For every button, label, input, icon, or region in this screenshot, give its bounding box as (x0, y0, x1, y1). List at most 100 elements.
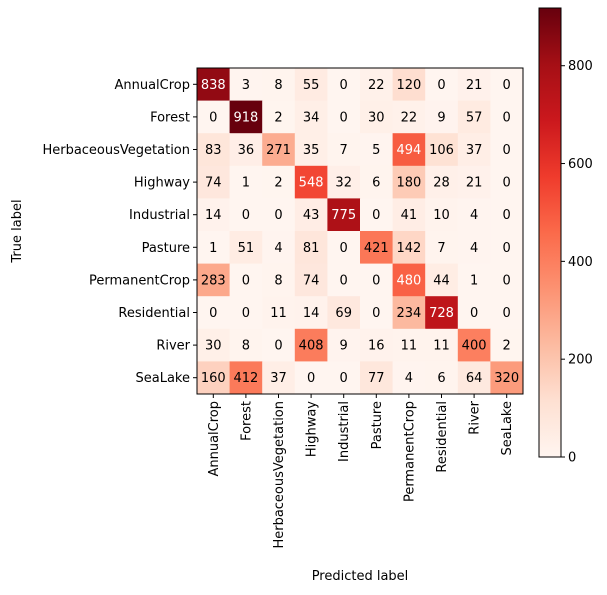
heatmap-cell (392, 361, 426, 395)
heatmap-cell (425, 133, 459, 167)
cell-value-label: 34 (303, 110, 320, 125)
colorbar-tick-label: 0 (568, 451, 576, 466)
colorbar-ticks: 0 200 400 600 800 (561, 59, 593, 466)
cell-value-label: 548 (299, 176, 324, 191)
cell-value-label: 0 (242, 306, 250, 321)
cell-value-label: 0 (274, 208, 282, 223)
x-tick-label: Forest (239, 401, 254, 441)
x-tick-label: AnnualCrop (207, 401, 222, 477)
heatmap-cell (294, 361, 328, 395)
heatmap-cell (490, 68, 524, 102)
heatmap-cell (294, 328, 328, 362)
heatmap-cell (262, 68, 296, 102)
x-tick-label: HerbaceousVegetation (272, 401, 287, 549)
cell-value-label: 0 (503, 176, 511, 191)
cell-value-label: 283 (201, 273, 226, 288)
heatmap-cell (425, 361, 459, 395)
heatmap-cell (229, 165, 263, 199)
heatmap-cell (360, 133, 394, 167)
heatmap-cell (457, 231, 491, 265)
cell-value-label: 0 (307, 371, 315, 386)
heatmap-cell (457, 361, 491, 395)
heatmap-cell (457, 296, 491, 330)
y-axis-label: True label (10, 199, 25, 263)
cell-value-label: 55 (303, 78, 320, 93)
cell-value-label: 320 (494, 371, 519, 386)
heatmap-cell (457, 100, 491, 134)
cell-value-label: 69 (335, 306, 352, 321)
heatmap-cell (360, 100, 394, 134)
cell-value-label: 142 (396, 241, 421, 256)
cell-value-label: 77 (368, 371, 385, 386)
cell-value-label: 9 (340, 339, 348, 354)
heatmap-cell (197, 296, 231, 330)
cell-value-label: 120 (396, 78, 421, 93)
cell-value-label: 8 (274, 273, 282, 288)
cell-value-label: 8 (242, 339, 250, 354)
cell-value-label: 412 (233, 371, 258, 386)
heatmap-cell (490, 198, 524, 232)
x-axis-label: Predicted label (312, 569, 409, 584)
plot-frame (196, 67, 524, 395)
cell-value-label: 838 (201, 78, 226, 93)
cell-value-label: 1 (209, 241, 217, 256)
cell-value-label: 0 (209, 110, 217, 125)
cell-value-label: 21 (466, 176, 483, 191)
heatmap-cell (457, 133, 491, 167)
heatmap-cell (294, 296, 328, 330)
heatmap-cell (197, 328, 231, 362)
heatmap-cell (294, 165, 328, 199)
cell-value-label: 0 (437, 78, 445, 93)
heatmap-cell (262, 361, 296, 395)
y-axis-ticks: AnnualCrop Forest HerbaceousVegetation High… (42, 78, 197, 386)
heatmap-cell (294, 68, 328, 102)
cell-value-label: 74 (303, 273, 320, 288)
heatmap-cell (229, 328, 263, 362)
cell-value-label: 22 (368, 78, 385, 93)
y-tick-label: PermanentCrop (89, 273, 190, 288)
x-tick-label: Highway (305, 401, 320, 457)
cell-value-label: 0 (340, 371, 348, 386)
heatmap-cell (360, 296, 394, 330)
cell-value-label: 64 (466, 371, 483, 386)
heatmap-cell (262, 198, 296, 232)
cell-value-label: 0 (274, 339, 282, 354)
colorbar: 0 200 400 600 800 (538, 7, 593, 466)
heatmap-cell (229, 133, 263, 167)
cell-value-label: 0 (503, 143, 511, 158)
heatmap-cell (262, 231, 296, 265)
heatmap-cell (392, 263, 426, 297)
x-axis-ticks: AnnualCrop Forest HerbaceousVegetation High… (207, 394, 515, 549)
cell-value-label: 11 (401, 339, 418, 354)
cell-value-label: 0 (503, 208, 511, 223)
heatmap-cell (294, 198, 328, 232)
y-tick-label: Industrial (129, 208, 190, 223)
heatmap-cell (360, 68, 394, 102)
heatmap-cell (327, 263, 361, 297)
heatmap-cell (457, 165, 491, 199)
cell-value-label: 3 (242, 78, 250, 93)
heatmap-cell (392, 328, 426, 362)
heatmap-cell (262, 328, 296, 362)
cell-value-label: 0 (503, 110, 511, 125)
heatmap-cell (229, 361, 263, 395)
cell-value-label: 14 (205, 208, 222, 223)
cell-value-label: 22 (401, 110, 418, 125)
heatmap-cell (360, 328, 394, 362)
cell-value-label: 28 (433, 176, 450, 191)
heatmap-cell (262, 296, 296, 330)
cell-value-label: 4 (274, 241, 282, 256)
heatmap-cell (197, 361, 231, 395)
heatmap-cell (425, 328, 459, 362)
heatmap-cell (197, 198, 231, 232)
cell-value-label: 7 (340, 143, 348, 158)
heatmap-cell (425, 296, 459, 330)
heatmap-cell-labels: 838 3 8 55 0 22 120 0 21 00 918 2 34 0 30 22 9 57 083 36 271… (201, 78, 519, 386)
cell-value-label: 5 (372, 143, 380, 158)
heatmap-cell (327, 328, 361, 362)
heatmap-cell (490, 165, 524, 199)
heatmap-cell (197, 263, 231, 297)
x-tick-label: SeaLake (500, 401, 515, 456)
cell-value-label: 494 (396, 143, 421, 158)
cell-value-label: 35 (303, 143, 320, 158)
